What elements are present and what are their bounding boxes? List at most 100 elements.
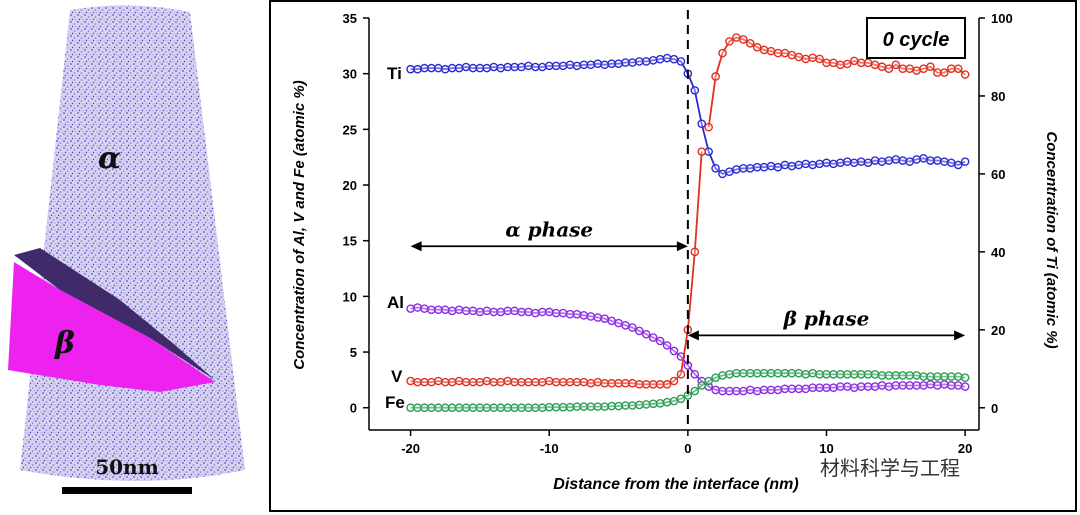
data-point-al (780, 384, 790, 394)
data-point-fe (953, 372, 963, 381)
data-point-ti (544, 61, 554, 71)
data-point-fe (919, 372, 928, 381)
data-point-al (565, 309, 575, 319)
data-point-ti-right-axis (926, 62, 935, 72)
data-point-ti-right-axis (898, 64, 908, 73)
data-point-ti (669, 54, 679, 64)
data-point-fe (676, 394, 686, 404)
data-point-ti (434, 63, 443, 73)
data-point-fe (434, 403, 443, 413)
data-point-fe (454, 403, 464, 413)
data-point-ti (607, 59, 616, 68)
data-point-fe (586, 402, 596, 411)
data-point-fe (946, 372, 956, 381)
y-right-tick-label: 80 (991, 89, 1005, 104)
data-point-al (607, 316, 616, 326)
data-point-v (434, 376, 443, 386)
y-right-tick-label: 20 (991, 323, 1005, 338)
data-point-ti (524, 61, 533, 71)
data-point-ti (697, 119, 707, 129)
data-point-fe (517, 403, 526, 413)
data-point-fe (960, 373, 970, 382)
scale-bar (62, 487, 192, 494)
data-point-al (531, 308, 540, 318)
data-point-ti (420, 63, 429, 73)
data-point-v (468, 377, 478, 387)
data-point-ti (919, 154, 928, 163)
data-point-al (794, 384, 804, 394)
data-point-ti (829, 159, 838, 169)
alpha-phase-arrowhead-right (676, 241, 688, 252)
y-left-tick-label: 35 (343, 11, 357, 26)
data-point-ti-right-axis (822, 58, 831, 68)
alpha-label: α (98, 141, 121, 176)
data-point-ti-right-axis (940, 68, 949, 77)
data-point-al (752, 386, 762, 396)
alpha-phase-label: α phase (505, 217, 593, 241)
data-point-al (725, 386, 734, 396)
data-point-v (628, 378, 637, 388)
data-point-ti (572, 61, 582, 71)
data-point-fe (732, 368, 741, 378)
data-point-ti (801, 159, 811, 169)
data-point-al (877, 381, 887, 390)
data-point-fe (558, 402, 568, 412)
data-point-ti (586, 60, 596, 70)
data-point-ti (773, 162, 783, 172)
data-point-al (655, 336, 665, 346)
data-point-ti (482, 63, 492, 73)
data-point-ti-right-axis (946, 64, 956, 73)
data-point-al (960, 382, 970, 391)
data-point-al (773, 385, 783, 395)
data-point-al (787, 384, 797, 394)
data-point-fe (801, 370, 811, 379)
data-point-fe (718, 371, 727, 380)
data-point-ti (940, 157, 949, 166)
data-point-fe (822, 370, 831, 379)
data-point-al (690, 370, 700, 379)
data-point-fe (413, 403, 422, 413)
data-point-v (690, 247, 700, 257)
data-point-v (697, 147, 707, 156)
data-point-ti (759, 162, 769, 172)
data-point-ti (780, 160, 790, 170)
x-tick-label: 10 (819, 441, 833, 456)
x-tick-label: 20 (958, 441, 972, 456)
data-point-v (489, 377, 499, 387)
data-point-ti (565, 60, 575, 70)
data-point-ti (946, 158, 956, 168)
y-left-tick-label: 20 (343, 178, 357, 193)
data-point-al (884, 382, 894, 391)
y-axis-label-right: Concentration of Ti (atomic %) (1043, 131, 1060, 348)
data-point-ti (898, 156, 908, 165)
data-point-ti (447, 63, 457, 73)
data-point-fe (842, 370, 852, 379)
data-point-al (766, 385, 776, 395)
data-point-al (544, 307, 554, 317)
data-point-v (496, 377, 506, 387)
data-point-ti (454, 63, 464, 73)
data-point-fe (669, 396, 679, 406)
data-point-ti (856, 157, 866, 166)
y-left-tick-label: 30 (343, 67, 357, 82)
beta-phase-label: β phase (783, 306, 870, 330)
data-point-ti (891, 155, 901, 164)
data-point-fe (759, 368, 769, 378)
data-point-al (905, 381, 914, 390)
data-point-v (607, 378, 616, 388)
data-point-fe (787, 368, 797, 378)
data-point-al (808, 383, 817, 392)
data-point-ti-right-axis (856, 58, 866, 68)
data-point-v (662, 380, 672, 389)
data-point-v (655, 380, 665, 389)
data-point-ti (406, 64, 415, 74)
data-point-ti-right-axis (905, 64, 914, 73)
data-point-ti (787, 161, 797, 171)
data-point-ti (475, 63, 485, 73)
data-point-fe (898, 371, 908, 380)
data-point-ti (517, 62, 526, 72)
data-point-ti (614, 59, 623, 68)
data-point-al (579, 311, 589, 320)
data-point-al (413, 303, 422, 312)
data-point-fe (475, 403, 485, 413)
